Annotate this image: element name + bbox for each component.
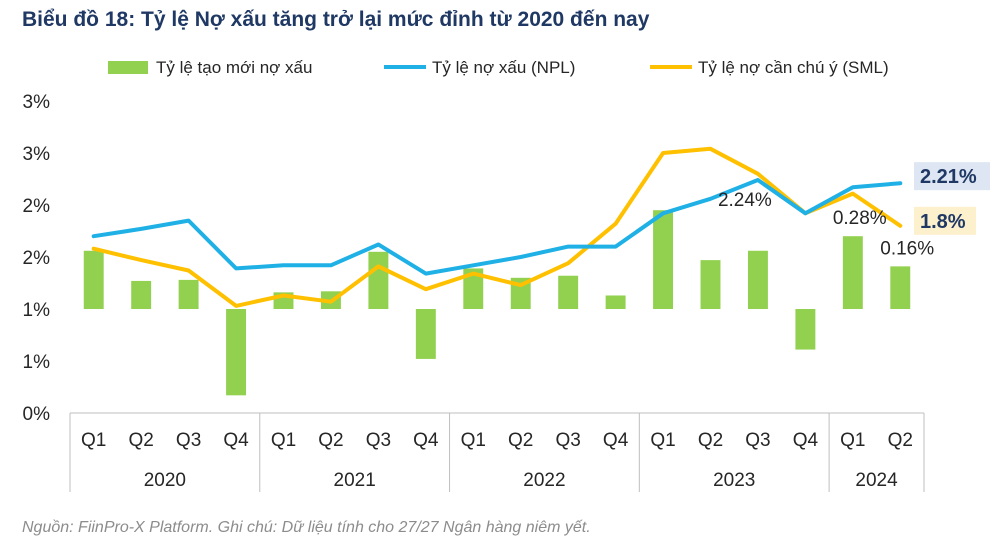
x-tick-label: Q4 (603, 430, 629, 451)
x-tick-label: Q1 (650, 430, 675, 451)
x-tick-label: Q4 (223, 430, 249, 451)
year-label: 2023 (713, 470, 755, 491)
x-tick-label: Q2 (318, 430, 343, 451)
year-label: 2020 (144, 470, 186, 491)
data-label: 0.16% (880, 238, 934, 259)
bar-layer (83, 210, 911, 396)
year-label: 2021 (334, 470, 376, 491)
x-tick-label: Q1 (461, 430, 486, 451)
y-tick-label: 1% (23, 300, 51, 321)
end-label-bg (914, 206, 976, 235)
x-tick-label: Q3 (745, 430, 770, 451)
bar (700, 260, 721, 309)
end-label: 1.8% (920, 211, 966, 233)
series-line (91, 146, 903, 308)
x-tick-label: Q1 (840, 430, 865, 451)
end-label-bg (914, 162, 990, 191)
legend-label: Tỷ lệ nợ xấu (NPL) (432, 58, 575, 77)
x-tick-label: Q4 (413, 430, 439, 451)
legend-swatch (108, 61, 148, 74)
data-label: 0.28% (833, 208, 887, 229)
bar (226, 309, 247, 396)
x-tick-label: Q1 (271, 430, 296, 451)
bar (747, 250, 768, 309)
year-label: 2022 (523, 470, 565, 491)
bar (178, 279, 199, 309)
bar (415, 309, 436, 359)
x-tick-label: Q2 (508, 430, 533, 451)
bar (605, 295, 626, 309)
bar (842, 236, 863, 309)
year-label: 2024 (855, 470, 898, 491)
bar (83, 250, 104, 309)
bar (653, 210, 674, 309)
x-tick-label: Q4 (793, 430, 819, 451)
series-line (91, 178, 903, 276)
x-tick-label: Q2 (128, 430, 153, 451)
label-layer: 2.24% 0.28% 0.16% 2.21% 1.8% (718, 162, 990, 259)
y-tick-label: 1% (23, 352, 51, 373)
x-tick-label: Q3 (555, 430, 580, 451)
axis-layer: 0% 1% 1% 2% 2% 3% 3% Q1 Q2 Q3 Q4 Q1 Q2 Q3 Q4 Q1 Q2 Q3 Q4 Q1… (23, 92, 925, 492)
x-tick-label: Q3 (176, 430, 201, 451)
bar (131, 280, 152, 309)
x-tick-label: Q2 (888, 430, 913, 451)
x-tick-label: Q3 (366, 430, 391, 451)
bar (368, 251, 389, 309)
bar (890, 266, 911, 309)
source-note: Nguồn: FiinPro-X Platform. Ghi chú: Dữ l… (22, 519, 591, 536)
y-tick-label: 2% (23, 248, 51, 269)
bar (558, 275, 579, 309)
bar (463, 268, 484, 309)
legend: Tỷ lệ tạo mới nợ xấu Tỷ lệ nợ xấu (NPL) Tỷ… (108, 58, 889, 77)
y-tick-label: 3% (23, 92, 51, 113)
bar (795, 309, 816, 350)
y-tick-label: 3% (23, 144, 51, 165)
y-tick-label: 0% (23, 404, 51, 425)
data-label: 2.24% (718, 190, 772, 211)
legend-label: Tỷ lệ tạo mới nợ xấu (156, 58, 312, 77)
line-layer (91, 146, 903, 308)
chart-title: Biểu đồ 18: Tỷ lệ Nợ xấu tăng trở lại mứ… (22, 8, 650, 31)
end-label: 2.21% (920, 166, 977, 188)
y-tick-label: 2% (23, 196, 51, 217)
legend-label: Tỷ lệ nợ cần chú ý (SML) (698, 58, 889, 77)
x-tick-label: Q1 (81, 430, 106, 451)
x-tick-label: Q2 (698, 430, 723, 451)
